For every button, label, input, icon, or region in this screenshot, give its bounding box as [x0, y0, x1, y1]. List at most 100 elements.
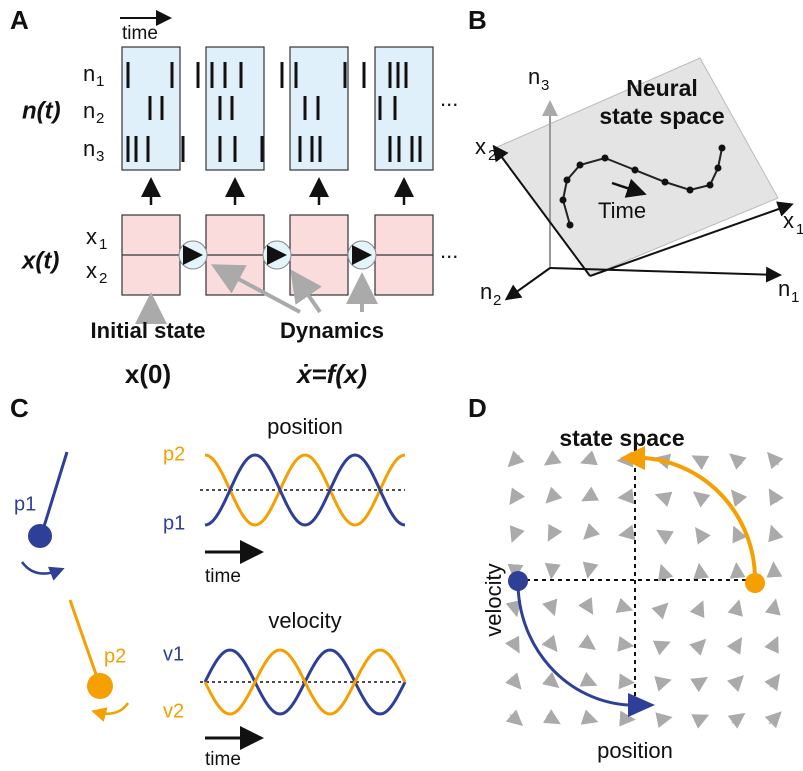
field-arrow	[695, 716, 706, 721]
field-arrow	[659, 643, 667, 646]
field-arrow	[697, 530, 702, 537]
field-arrow	[734, 640, 740, 649]
panel-label: C	[10, 393, 29, 423]
trajectory-point	[577, 162, 584, 169]
latent-label: x	[86, 258, 97, 283]
field-arrow	[622, 533, 630, 535]
page: A B C D time n 1 n 2 n 3 n(t) x(t) x 1 x…	[0, 0, 803, 771]
axis-index: 3	[541, 77, 549, 94]
panel-label: A	[10, 5, 29, 35]
trajectory-point	[719, 145, 726, 152]
field-arrow	[512, 640, 517, 650]
panel-c: p1 p2 position p2 p1 time velocity v1 v2…	[14, 414, 405, 770]
swing-arrow	[22, 562, 60, 574]
plot-title: velocity	[268, 608, 341, 633]
figure: A B C D time n 1 n 2 n 3 n(t) x(t) x 1 x…	[0, 0, 803, 771]
field-arrow	[547, 457, 557, 464]
field-arrow	[695, 679, 704, 685]
x-axis-label: position	[597, 738, 673, 763]
orange-trajectory	[645, 458, 755, 580]
latent-label: x(t)	[20, 247, 59, 274]
trajectory-point	[602, 155, 609, 162]
initial-state-label: Initial state	[91, 318, 206, 343]
field-arrow	[620, 719, 632, 720]
field-arrow	[770, 677, 778, 687]
field-arrow	[510, 455, 519, 464]
trajectory-point	[662, 179, 669, 186]
field-arrow	[769, 714, 779, 724]
population-label: n(t)	[22, 97, 61, 124]
field-arrow	[732, 456, 741, 464]
trace-label: v1	[163, 643, 184, 665]
plot-title: position	[267, 414, 343, 439]
pendulum-label: p1	[14, 493, 36, 515]
neuron-index: 3	[96, 148, 104, 165]
latent-label: x	[86, 224, 97, 249]
trajectory-point	[632, 167, 639, 174]
title: state space	[599, 103, 724, 129]
field-arrow	[586, 531, 592, 537]
field-arrow	[698, 604, 701, 612]
pendulum-rod	[42, 452, 67, 533]
field-arrow	[550, 603, 553, 612]
field-arrow	[772, 528, 776, 539]
time-label: time	[122, 23, 158, 44]
field-arrow	[588, 567, 590, 575]
start-point	[508, 571, 528, 591]
latent-index: 1	[99, 236, 107, 253]
panel-b: Time Neural state space n 1 n 2 n 3 x 1 …	[475, 58, 803, 309]
field-arrow	[623, 607, 630, 609]
field-arrow	[697, 642, 704, 649]
axis-label: x	[475, 134, 486, 159]
field-arrow	[736, 603, 739, 613]
field-arrow	[548, 678, 557, 685]
field-arrow	[662, 568, 664, 575]
field-arrow	[513, 529, 517, 539]
field-arrow	[658, 681, 668, 684]
title: state space	[559, 425, 684, 451]
field-arrow	[695, 457, 705, 462]
panel-a: time n 1 n 2 n 3 n(t) x(t) x 1 x 2 ... .…	[20, 18, 458, 389]
neuron-label: n	[83, 136, 95, 161]
field-arrow	[584, 458, 594, 462]
field-arrow	[621, 496, 630, 497]
trajectory-point	[687, 187, 694, 194]
field-arrow	[585, 642, 592, 647]
pendulum-bob	[87, 673, 113, 699]
trajectory-point	[567, 222, 574, 229]
field-arrow	[549, 641, 555, 649]
field-arrow	[547, 716, 558, 722]
swing-arrow	[96, 703, 128, 714]
pendulum-bob	[28, 524, 52, 548]
trace-label: p2	[163, 443, 185, 465]
field-arrow	[587, 605, 591, 612]
neuron-index: 1	[96, 73, 104, 90]
arrowhead	[628, 693, 655, 717]
axis-label: n	[778, 276, 790, 301]
field-arrow	[696, 494, 704, 500]
axis-index: 2	[493, 292, 501, 309]
field-arrow	[585, 495, 594, 500]
initial-state-formula: x(0)	[125, 359, 171, 389]
field-arrow	[548, 493, 556, 501]
continuation: ...	[440, 86, 458, 111]
panel-label: D	[468, 393, 487, 423]
field-arrow	[737, 566, 738, 576]
field-arrow	[622, 644, 631, 645]
blue-trajectory	[518, 582, 628, 705]
field-arrow	[584, 680, 594, 684]
field-arrow	[733, 678, 741, 686]
field-arrow	[657, 718, 668, 720]
start-point	[745, 573, 765, 593]
field-arrow	[732, 715, 742, 723]
panel-label: B	[468, 5, 487, 35]
field-arrow	[735, 529, 739, 539]
pendulum-label: p2	[104, 645, 126, 667]
field-arrow	[699, 567, 700, 576]
field-arrow	[770, 455, 779, 465]
field-arrow	[583, 717, 594, 721]
field-arrow	[771, 640, 776, 651]
field-arrow	[773, 602, 775, 613]
readout-arrows	[151, 182, 404, 205]
axis-label: n	[528, 64, 540, 89]
